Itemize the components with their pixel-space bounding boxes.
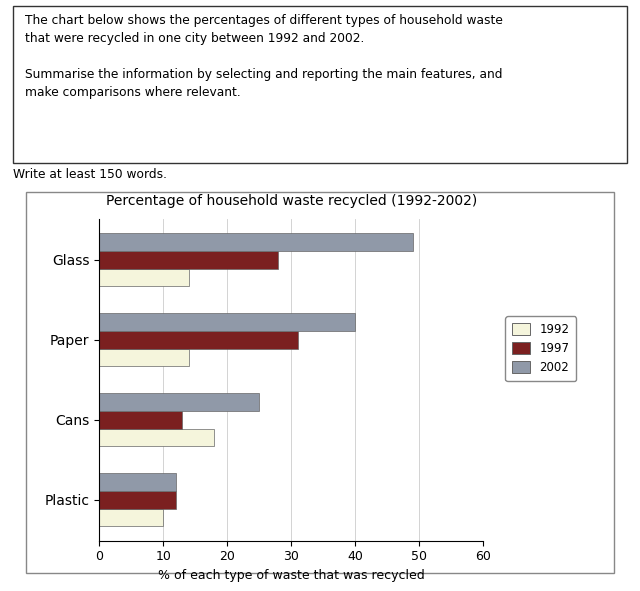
Bar [99,473,176,491]
Legend: 1992, 1997, 2002: 1992, 1997, 2002 [505,316,577,381]
Bar [99,428,214,446]
Text: The chart below shows the percentages of different types of household waste
that: The chart below shows the percentages of… [25,14,503,99]
Text: Write at least 150 words.: Write at least 150 words. [13,168,167,181]
Bar [99,349,189,366]
Bar [99,313,355,331]
Bar [99,251,278,268]
X-axis label: % of each type of waste that was recycled: % of each type of waste that was recycle… [158,569,424,582]
Bar [99,394,259,411]
Bar [99,331,298,349]
Bar [99,491,176,508]
Bar [99,411,182,428]
Title: Percentage of household waste recycled (1992-2002): Percentage of household waste recycled (… [106,194,477,208]
Bar [99,508,163,526]
FancyBboxPatch shape [13,6,627,163]
Bar [99,233,413,251]
FancyBboxPatch shape [26,192,614,573]
Bar [99,268,189,286]
